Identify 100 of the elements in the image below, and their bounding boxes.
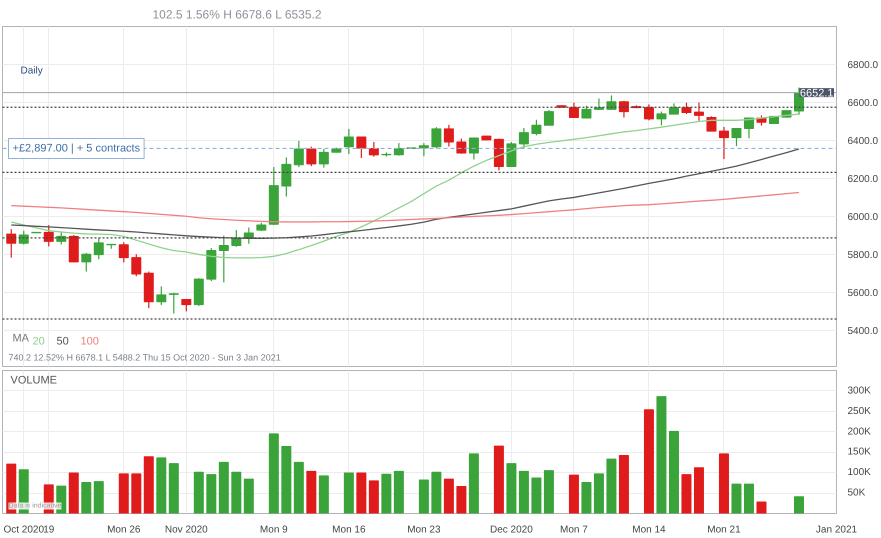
text: 20 — [32, 336, 45, 348]
bar — [81, 482, 92, 514]
candlestick — [656, 110, 666, 126]
candlestick — [594, 98, 604, 110]
x-tick-label: Mon 23 — [407, 524, 441, 536]
candlestick — [456, 138, 466, 154]
bar — [456, 486, 466, 514]
x-tick-label: Mon 16 — [332, 524, 366, 536]
ref-line-label: 6652.1 — [800, 88, 834, 100]
x-tick-label: Mon 9 — [260, 524, 288, 536]
candlestick — [44, 224, 54, 248]
y-tick-label: 250K — [848, 406, 872, 417]
bar — [668, 430, 679, 514]
candlestick — [418, 142, 429, 157]
bar — [581, 482, 592, 514]
bar — [244, 478, 254, 514]
y-tick-label: 6000.0 — [848, 212, 879, 223]
bar — [131, 473, 142, 514]
candlestick — [581, 105, 592, 120]
bar — [381, 474, 392, 514]
candlestick — [468, 137, 479, 160]
bar — [194, 472, 204, 514]
x-tick-label: Nov 2020 — [164, 524, 208, 536]
bar — [656, 396, 666, 514]
y-tick-label: 5600.0 — [848, 288, 879, 299]
candlestick — [181, 298, 192, 312]
candlestick — [6, 228, 16, 258]
bar — [418, 479, 429, 514]
line-series — [10, 113, 800, 258]
bar — [694, 467, 704, 514]
bar — [506, 463, 516, 514]
bar — [594, 473, 604, 514]
y-tick-label: 100K — [848, 467, 872, 478]
bar — [281, 446, 292, 514]
candlestick — [344, 128, 354, 155]
bar — [356, 472, 366, 514]
bar — [144, 456, 154, 514]
bar — [206, 474, 216, 514]
bar — [94, 481, 104, 514]
bar — [606, 458, 616, 514]
chart-title: VOLUME — [10, 374, 57, 386]
bar — [168, 463, 179, 514]
bar — [494, 446, 504, 514]
bar — [718, 453, 729, 514]
candlestick — [81, 252, 92, 272]
x-tick-label: Mon 26 — [107, 524, 141, 536]
candlestick — [718, 126, 729, 160]
y-tick-label: 5400.0 — [848, 326, 879, 337]
candlestick — [731, 128, 742, 147]
bar — [306, 470, 316, 514]
bar — [794, 496, 804, 514]
x-tick-label: Jan 2021 — [816, 524, 858, 536]
candlestick — [431, 126, 442, 149]
candlestick — [356, 136, 366, 159]
y-tick-label: 5800.0 — [848, 250, 879, 261]
candlestick — [668, 102, 679, 116]
x-tick-label: Oct 2020 — [3, 524, 44, 536]
y-tick-label: 50K — [848, 488, 866, 499]
ref-line-label: +£2,897.00 | + 5 contracts — [12, 142, 141, 154]
x-tick-label: 19 — [43, 524, 55, 536]
bar — [518, 470, 529, 514]
candlestick — [294, 140, 304, 168]
candlestick — [606, 94, 616, 110]
legend-title: MA — [12, 332, 30, 344]
candlestick — [544, 109, 554, 126]
candlestick — [568, 102, 579, 118]
candlestick — [694, 102, 704, 122]
y-tick-label: 6400.0 — [848, 136, 879, 147]
text: 50 — [56, 336, 69, 348]
bar — [568, 474, 579, 514]
y-tick-label: 6600.0 — [848, 98, 879, 109]
bar — [531, 477, 542, 514]
candlestick — [218, 235, 229, 283]
bar — [544, 470, 554, 514]
candlestick — [531, 119, 542, 136]
bar — [731, 484, 742, 514]
chart-subtitle: 102.5 1.56% H 6678.6 L 6535.2 — [152, 8, 322, 22]
y-tick-label: 6800.0 — [848, 60, 879, 71]
candlestick — [518, 127, 529, 150]
bar — [218, 462, 229, 514]
bar — [618, 454, 629, 514]
bar — [231, 472, 242, 514]
bar — [431, 472, 442, 514]
candlestick — [18, 230, 29, 246]
bar — [294, 462, 304, 514]
bar — [394, 470, 404, 514]
y-tick-label: 300K — [848, 385, 872, 396]
text: 100 — [80, 336, 99, 348]
bar — [744, 484, 754, 514]
candlestick — [94, 238, 104, 260]
candlestick — [644, 104, 654, 121]
candlestick — [306, 146, 316, 167]
candlestick — [368, 141, 379, 158]
bar — [444, 478, 454, 514]
x-tick-label: Mon 21 — [707, 524, 742, 536]
candlestick — [56, 232, 66, 246]
candlestick — [131, 254, 142, 277]
bar — [468, 453, 479, 514]
candlestick — [681, 102, 692, 115]
annotation: Daily — [20, 66, 43, 76]
